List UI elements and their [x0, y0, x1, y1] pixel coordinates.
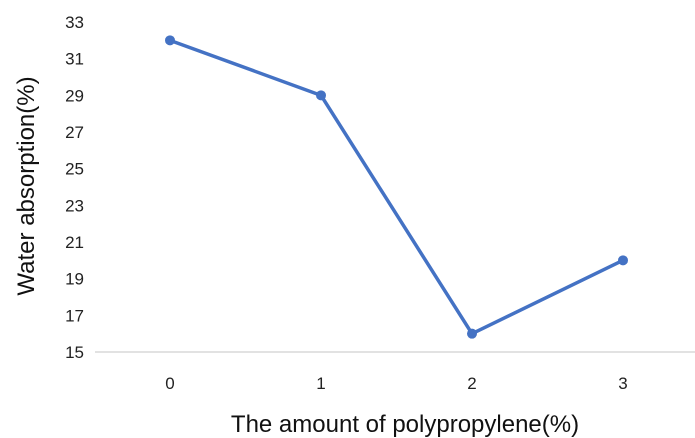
y-tick-label: 31	[65, 50, 84, 69]
x-axis-title: The amount of polypropylene(%)	[231, 411, 579, 438]
y-tick-label: 19	[65, 270, 84, 289]
y-tick-label: 15	[65, 343, 84, 362]
y-tick-label: 21	[65, 233, 84, 252]
series-line	[168, 38, 625, 336]
x-tick-label: 2	[467, 374, 476, 393]
data-point	[467, 328, 477, 339]
x-tick-label: 3	[618, 374, 627, 393]
y-tick-label: 27	[65, 123, 84, 142]
x-tick-label: 1	[316, 374, 325, 393]
data-point	[316, 90, 326, 101]
x-axis-ticks: 0 1 2 3	[165, 374, 627, 393]
y-tick-label: 33	[65, 13, 84, 32]
y-tick-label: 25	[65, 160, 84, 179]
y-tick-label: 17	[65, 306, 84, 325]
x-tick-label: 0	[165, 374, 174, 393]
series-layer	[165, 35, 628, 339]
y-axis-title: Water absorption(%)	[13, 76, 40, 295]
y-axis-ticks: 15 17 19 21 23 25 27 29 31 33	[65, 13, 84, 362]
data-point	[618, 255, 628, 266]
y-tick-label: 29	[65, 86, 84, 105]
y-tick-label: 23	[65, 196, 84, 215]
data-point	[165, 35, 175, 46]
